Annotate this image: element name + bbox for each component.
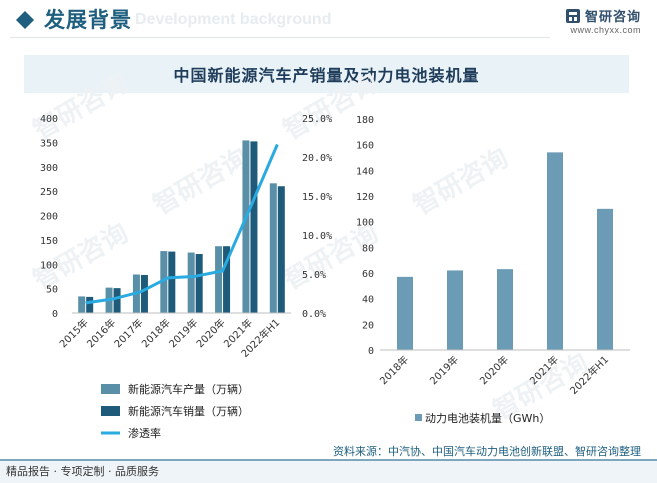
right-axis-tick-label: 10.0% xyxy=(302,231,332,242)
left-axis-tick-label: 250 xyxy=(40,187,58,198)
x-axis-tick-label: 2019年 xyxy=(166,316,200,350)
left-axis-tick-label: 400 xyxy=(40,114,58,125)
sales-bar xyxy=(140,274,148,313)
production-bar xyxy=(78,296,86,313)
battery-bar xyxy=(597,208,613,350)
x-axis-tick-label: 2016年 xyxy=(84,316,118,350)
left-axis-tick-label: 350 xyxy=(40,138,58,149)
battery-axis-tick-label: 100 xyxy=(356,218,374,229)
battery-axis-tick-label: 80 xyxy=(362,243,374,254)
production-bar xyxy=(187,252,195,313)
sales-bar xyxy=(86,296,94,313)
x-axis-tick-label: 2020年 xyxy=(193,316,227,350)
left-axis-tick-label: 150 xyxy=(40,236,58,247)
x-axis-tick-label: 2018年 xyxy=(139,316,173,350)
sales-bar xyxy=(113,288,121,313)
figure-title: 中国新能源汽车产销量及动力电池装机量 xyxy=(173,66,480,85)
battery-axis-tick-label: 20 xyxy=(362,320,374,331)
sales-bar xyxy=(223,246,231,313)
x-axis-tick-label: 2015年 xyxy=(57,316,91,350)
legend-swatch xyxy=(101,384,120,394)
x-axis-tick-label: 2017年 xyxy=(111,316,145,350)
footer-tagline: 精品报告 · 专项定制 · 品质服务 xyxy=(6,465,159,478)
battery-bar xyxy=(397,276,413,350)
diamond-icon xyxy=(16,11,34,29)
battery-axis-tick-label: 160 xyxy=(356,141,374,152)
section-title: 发展背景 xyxy=(44,8,132,32)
left-axis-tick-label: 50 xyxy=(46,285,58,296)
sales-bar xyxy=(168,251,176,313)
battery-legend-label: 动力电池装机量（GWh） xyxy=(425,411,550,425)
battery-bar xyxy=(447,270,463,350)
battery-axis-tick-label: 60 xyxy=(362,269,374,280)
battery-x-tick-label: 2020年 xyxy=(477,353,511,387)
header-divider xyxy=(10,37,550,38)
production-bar xyxy=(160,251,168,313)
production-bar xyxy=(242,140,250,313)
legend-swatch xyxy=(101,406,120,416)
figure-title-bar: 中国新能源汽车产销量及动力电池装机量 xyxy=(24,55,629,93)
brand-name: 智研咨询 xyxy=(584,10,641,25)
watermark-text: 智研咨询 xyxy=(278,217,384,296)
battery-x-tick-label: 2019年 xyxy=(427,353,461,387)
right-axis-tick-label: 20.0% xyxy=(302,153,332,164)
left-axis-tick-label: 100 xyxy=(40,260,58,271)
watermark-text: 智研咨询 xyxy=(408,142,514,221)
battery-x-tick-label: 2018年 xyxy=(377,353,411,387)
brand-logo-icon xyxy=(565,8,580,23)
battery-axis-tick-label: 120 xyxy=(356,192,374,203)
sales-bar xyxy=(277,186,285,313)
left-axis-tick-label: 200 xyxy=(40,212,58,223)
left-axis-tick-label: 0 xyxy=(52,309,58,320)
battery-axis-tick-label: 0 xyxy=(368,346,374,357)
battery-axis-tick-label: 180 xyxy=(356,115,374,126)
header-ghost-text: Development background xyxy=(135,11,332,28)
battery-legend-swatch xyxy=(415,414,422,421)
footer-bar xyxy=(0,459,657,483)
right-axis-tick-label: 0.0% xyxy=(302,309,326,320)
watermark-text: 智研咨询 xyxy=(28,67,134,146)
right-axis-tick-label: 15.0% xyxy=(302,192,332,203)
production-bar xyxy=(215,246,223,313)
battery-bar xyxy=(547,152,563,350)
watermark-text: 智研咨询 xyxy=(148,142,254,221)
production-bar xyxy=(269,183,277,313)
battery-axis-tick-label: 140 xyxy=(356,166,374,177)
legend-label: 新能源汽车产量（万辆） xyxy=(128,382,249,396)
right-axis-tick-label: 25.0% xyxy=(302,114,332,125)
battery-bar xyxy=(497,269,513,350)
watermark-text: 智研咨询 xyxy=(28,217,134,296)
watermark-text: 智研咨询 xyxy=(278,67,384,146)
battery-axis-tick-label: 40 xyxy=(362,295,374,306)
brand-logo-group: 智研咨询 xyxy=(565,6,641,25)
legend-label: 渗透率 xyxy=(128,426,161,440)
penetration-line xyxy=(85,143,279,305)
legend-label: 新能源汽车销量（万辆） xyxy=(128,404,249,418)
right-axis-tick-label: 5.0% xyxy=(302,270,326,281)
sales-bar xyxy=(250,141,258,313)
left-axis-tick-label: 300 xyxy=(40,163,58,174)
brand-url: www.chyxx.com xyxy=(570,25,641,35)
sales-bar xyxy=(195,254,203,313)
source-note: 资料来源：中汽协、中国汽车动力电池创新联盟、智研咨询整理 xyxy=(333,445,641,458)
